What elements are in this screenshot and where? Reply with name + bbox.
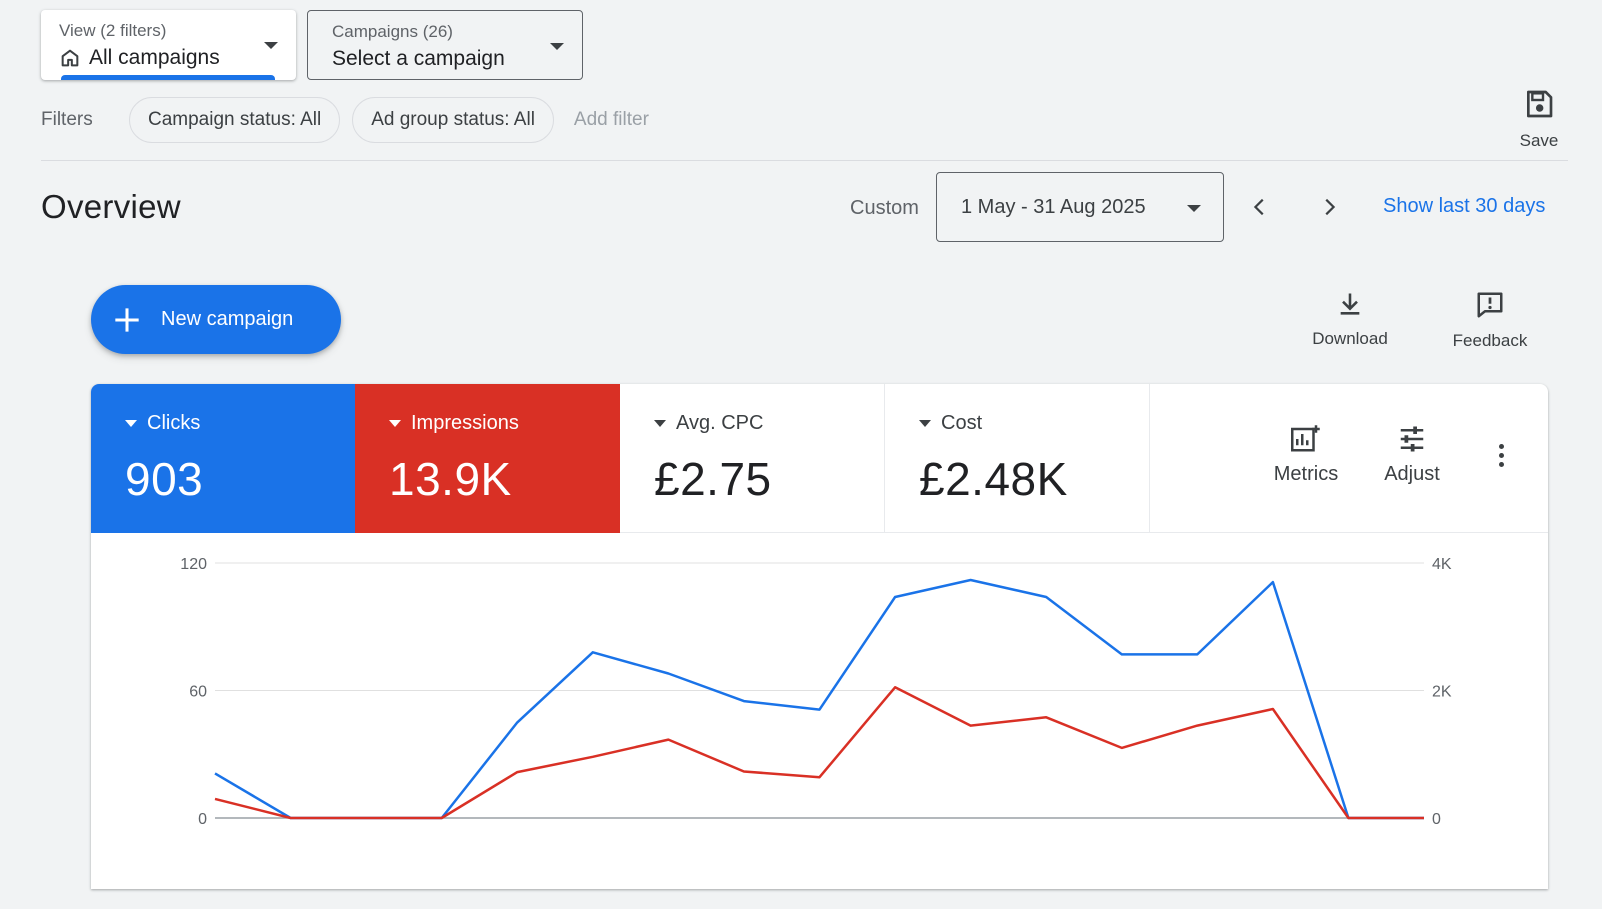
new-campaign-label: New campaign bbox=[161, 308, 294, 330]
scorecard-value: £2.75 bbox=[654, 453, 772, 505]
campaign-selector-value: Select a campaign bbox=[332, 47, 505, 70]
filters-row: Filters Campaign status: All Ad group st… bbox=[41, 97, 649, 143]
show-last-30-days-link[interactable]: Show last 30 days bbox=[1383, 195, 1546, 217]
new-campaign-button[interactable]: New campaign bbox=[91, 285, 341, 354]
chevron-left-icon bbox=[1253, 198, 1264, 216]
feedback-icon bbox=[1477, 292, 1503, 318]
add-filter-input[interactable]: Add filter bbox=[573, 109, 649, 130]
feedback-button[interactable]: Feedback bbox=[1446, 290, 1534, 351]
filter-chip-campaign-status[interactable]: Campaign status: All bbox=[129, 97, 341, 143]
scorecard-name: Cost bbox=[941, 412, 983, 434]
home-icon bbox=[61, 49, 79, 67]
metrics-label: Metrics bbox=[1273, 463, 1339, 485]
save-icon bbox=[1527, 90, 1553, 118]
more-options-icon[interactable] bbox=[1495, 444, 1507, 471]
view-selector-value: All campaigns bbox=[89, 46, 220, 69]
view-selector-label: View (2 filters) bbox=[59, 21, 167, 40]
campaign-selector-label: Campaigns (26) bbox=[332, 22, 453, 41]
download-icon bbox=[1340, 293, 1360, 315]
scorecard-value: £2.48K bbox=[919, 453, 1068, 505]
next-period-button[interactable] bbox=[1312, 190, 1346, 224]
adjust-button[interactable]: Adjust bbox=[1371, 424, 1453, 486]
chevron-down-icon bbox=[550, 43, 564, 50]
y-left-tick-label: 0 bbox=[198, 811, 207, 828]
save-label: Save bbox=[1519, 131, 1559, 150]
view-selector[interactable]: View (2 filters) All campaigns bbox=[41, 10, 296, 80]
chevron-down-icon bbox=[264, 42, 278, 49]
download-label: Download bbox=[1312, 329, 1388, 348]
caret-down-icon bbox=[125, 420, 137, 427]
chevron-down-icon bbox=[1187, 205, 1201, 212]
scorecard-name: Impressions bbox=[411, 412, 519, 434]
plus-icon bbox=[115, 307, 139, 332]
y-left-tick-label: 60 bbox=[189, 684, 207, 701]
scorecard-impressions[interactable]: Impressions 13.9K bbox=[355, 384, 620, 533]
scorecard-clicks[interactable]: Clicks 903 bbox=[91, 384, 356, 533]
scorecard-name: Avg. CPC bbox=[676, 412, 764, 434]
save-button[interactable]: Save bbox=[1510, 88, 1568, 151]
filters-label: Filters bbox=[41, 109, 93, 130]
caret-down-icon bbox=[389, 420, 401, 427]
tune-icon bbox=[1400, 426, 1424, 452]
series-line-clicks bbox=[214, 578, 1424, 820]
caret-down-icon bbox=[919, 420, 931, 427]
y-right-tick-label: 0 bbox=[1432, 811, 1441, 828]
chevron-right-icon bbox=[1325, 198, 1336, 216]
scorecard-value: 13.9K bbox=[389, 453, 512, 505]
metrics-button[interactable]: Metrics bbox=[1261, 424, 1351, 486]
y-right-tick-label: 2K bbox=[1432, 684, 1452, 701]
selected-indicator bbox=[61, 75, 275, 80]
date-range-picker[interactable]: 1 May - 31 Aug 2025 bbox=[936, 172, 1224, 242]
caret-down-icon bbox=[654, 420, 666, 427]
feedback-label: Feedback bbox=[1452, 331, 1528, 350]
filter-chip-ad-group-status[interactable]: Ad group status: All bbox=[352, 97, 554, 143]
date-range-value: 1 May - 31 Aug 2025 bbox=[961, 195, 1146, 218]
scorecards-row: Clicks 903 Impressions 13.9K Avg. CPC £2… bbox=[91, 384, 1548, 533]
scorecard-name: Clicks bbox=[147, 412, 201, 434]
download-button[interactable]: Download bbox=[1305, 290, 1395, 349]
date-range-type-label: Custom bbox=[850, 197, 919, 219]
series-line-impressions bbox=[214, 686, 1424, 820]
performance-card: Clicks 903 Impressions 13.9K Avg. CPC £2… bbox=[91, 384, 1548, 889]
campaign-selector[interactable]: Campaigns (26) Select a campaign bbox=[307, 10, 583, 80]
metrics-icon bbox=[1291, 425, 1320, 452]
y-left-tick-label: 120 bbox=[180, 556, 207, 573]
scorecard-cost[interactable]: Cost £2.48K bbox=[885, 384, 1150, 533]
adjust-label: Adjust bbox=[1384, 463, 1440, 485]
previous-period-button[interactable] bbox=[1243, 190, 1277, 224]
scorecard-value: 903 bbox=[125, 453, 204, 505]
scorecard-avg-cpc[interactable]: Avg. CPC £2.75 bbox=[620, 384, 885, 533]
page-title: Overview bbox=[41, 188, 181, 225]
divider bbox=[41, 160, 1568, 161]
performance-chart: 120 60 0 4K 2K 0 bbox=[180, 556, 1452, 828]
y-right-tick-label: 4K bbox=[1432, 556, 1452, 573]
